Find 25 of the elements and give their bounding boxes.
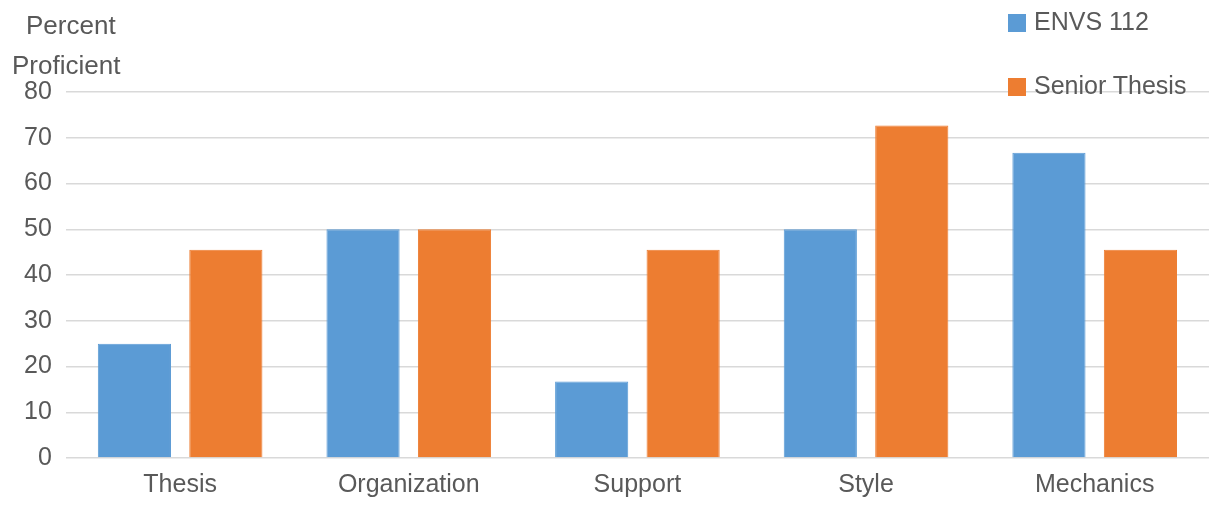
bar: [555, 381, 629, 458]
bar: [646, 249, 720, 458]
legend-label: ENVS 112: [1034, 6, 1149, 35]
y-tick-label: 20: [24, 350, 52, 379]
x-tick-label: Thesis: [143, 468, 217, 497]
bar: [417, 229, 492, 458]
x-tick-label: Support: [593, 468, 682, 497]
bar: [1103, 249, 1177, 458]
y-tick-label: 10: [24, 396, 52, 425]
y-tick-label: 60: [24, 167, 52, 196]
bar: [1012, 152, 1086, 458]
y-tick-label: 30: [24, 304, 52, 333]
bar: [189, 249, 263, 458]
bar: [783, 229, 857, 458]
x-tick-label: Organization: [337, 468, 480, 497]
y-tick-label: 40: [24, 258, 52, 287]
x-tick-label: Style: [838, 468, 894, 497]
y-tick-label: 70: [24, 121, 52, 150]
bar: [875, 125, 949, 458]
y-tick-label: 50: [24, 213, 52, 242]
legend-label: Senior Thesis: [1034, 70, 1187, 99]
bar: [326, 229, 400, 458]
y-tick-label: 0: [37, 441, 52, 470]
x-tick-label: Mechanics: [1034, 468, 1155, 497]
bar: [97, 343, 171, 458]
